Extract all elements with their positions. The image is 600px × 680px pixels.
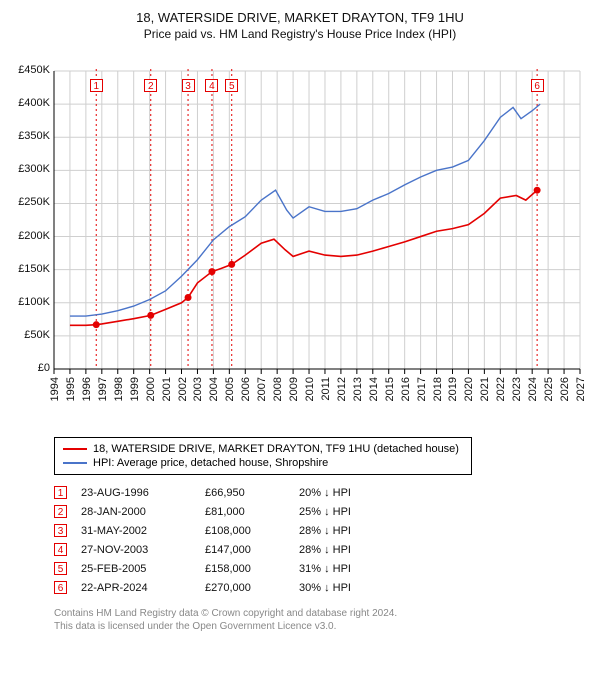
x-tick-label: 2003 [192, 377, 204, 401]
transaction-row: 4 27-NOV-2003 £147,000 28% ↓ HPI [54, 540, 590, 559]
transaction-price: £66,950 [205, 487, 285, 499]
transaction-price: £108,000 [205, 525, 285, 537]
x-tick-label: 2015 [384, 377, 396, 401]
y-tick-label: £0 [10, 362, 50, 374]
x-tick-label: 2000 [145, 377, 157, 401]
x-tick-label: 2012 [336, 377, 348, 401]
transaction-row: 6 22-APR-2024 £270,000 30% ↓ HPI [54, 578, 590, 597]
y-tick-label: £150K [10, 263, 50, 275]
transaction-marker: 5 [54, 562, 67, 575]
transaction-pct: 20% ↓ HPI [299, 487, 389, 499]
legend: 18, WATERSIDE DRIVE, MARKET DRAYTON, TF9… [54, 437, 472, 475]
transaction-price: £147,000 [205, 544, 285, 556]
x-tick-label: 1997 [97, 377, 109, 401]
marker-box: 5 [225, 79, 238, 92]
legend-label: HPI: Average price, detached house, Shro… [93, 457, 328, 469]
marker-box: 1 [90, 79, 103, 92]
x-tick-label: 2011 [320, 377, 332, 401]
x-tick-label: 2021 [479, 377, 491, 401]
x-tick-label: 2008 [272, 377, 284, 401]
transaction-price: £270,000 [205, 582, 285, 594]
y-tick-label: £250K [10, 196, 50, 208]
x-tick-label: 2001 [161, 377, 173, 401]
x-tick-label: 2013 [352, 377, 364, 401]
chart-subtitle: Price paid vs. HM Land Registry's House … [10, 27, 590, 41]
transaction-pct: 28% ↓ HPI [299, 544, 389, 556]
transaction-row: 1 23-AUG-1996 £66,950 20% ↓ HPI [54, 483, 590, 502]
y-tick-label: £450K [10, 64, 50, 76]
x-tick-label: 2020 [463, 377, 475, 401]
x-tick-label: 2004 [208, 377, 220, 401]
x-tick-label: 2006 [240, 377, 252, 401]
transaction-pct: 25% ↓ HPI [299, 506, 389, 518]
x-tick-label: 2027 [575, 377, 587, 401]
footer-attribution: Contains HM Land Registry data © Crown c… [54, 607, 590, 633]
transaction-date: 25-FEB-2005 [81, 563, 191, 575]
x-tick-label: 2022 [495, 377, 507, 401]
x-tick-label: 2007 [256, 377, 268, 401]
transaction-date: 31-MAY-2002 [81, 525, 191, 537]
x-tick-label: 1999 [129, 377, 141, 401]
legend-swatch [63, 448, 87, 450]
x-tick-label: 2005 [224, 377, 236, 401]
y-tick-label: £400K [10, 97, 50, 109]
chart-title: 18, WATERSIDE DRIVE, MARKET DRAYTON, TF9… [10, 10, 590, 25]
footer-line-1: Contains HM Land Registry data © Crown c… [54, 607, 590, 620]
footer-line-2: This data is licensed under the Open Gov… [54, 620, 590, 633]
legend-item: HPI: Average price, detached house, Shro… [63, 456, 463, 470]
price-chart: £0 £50K £100K £150K £200K £250K £300K £350K £400… [10, 47, 590, 427]
transaction-row: 3 31-MAY-2002 £108,000 28% ↓ HPI [54, 521, 590, 540]
y-tick-label: £50K [10, 329, 50, 341]
transaction-date: 27-NOV-2003 [81, 544, 191, 556]
marker-box: 3 [182, 79, 195, 92]
transaction-row: 5 25-FEB-2005 £158,000 31% ↓ HPI [54, 559, 590, 578]
transaction-price: £81,000 [205, 506, 285, 518]
transaction-marker: 2 [54, 505, 67, 518]
x-tick-label: 1998 [113, 377, 125, 401]
legend-item: 18, WATERSIDE DRIVE, MARKET DRAYTON, TF9… [63, 442, 463, 456]
x-tick-label: 2016 [400, 377, 412, 401]
x-tick-label: 2024 [527, 377, 539, 401]
x-tick-label: 2026 [559, 377, 571, 401]
transaction-marker: 6 [54, 581, 67, 594]
transaction-pct: 28% ↓ HPI [299, 525, 389, 537]
x-tick-label: 2010 [304, 377, 316, 401]
x-tick-label: 1994 [49, 377, 61, 401]
transaction-marker: 4 [54, 543, 67, 556]
transaction-marker: 1 [54, 486, 67, 499]
x-tick-label: 2009 [288, 377, 300, 401]
marker-box: 6 [531, 79, 544, 92]
transaction-row: 2 28-JAN-2000 £81,000 25% ↓ HPI [54, 502, 590, 521]
x-tick-label: 1995 [65, 377, 77, 401]
y-tick-label: £350K [10, 130, 50, 142]
x-tick-label: 1996 [81, 377, 93, 401]
x-tick-label: 2025 [543, 377, 555, 401]
y-tick-label: £300K [10, 163, 50, 175]
y-tick-label: £200K [10, 230, 50, 242]
transaction-price: £158,000 [205, 563, 285, 575]
transactions-table: 1 23-AUG-1996 £66,950 20% ↓ HPI 2 28-JAN-2000… [54, 483, 590, 597]
x-tick-label: 2014 [368, 377, 380, 401]
transaction-date: 22-APR-2024 [81, 582, 191, 594]
x-tick-label: 2018 [432, 377, 444, 401]
transaction-marker: 3 [54, 524, 67, 537]
legend-swatch [63, 462, 87, 464]
x-tick-label: 2019 [447, 377, 459, 401]
transaction-pct: 30% ↓ HPI [299, 582, 389, 594]
x-tick-label: 2017 [416, 377, 428, 401]
x-tick-label: 2023 [511, 377, 523, 401]
transaction-pct: 31% ↓ HPI [299, 563, 389, 575]
y-tick-label: £100K [10, 296, 50, 308]
transaction-date: 23-AUG-1996 [81, 487, 191, 499]
legend-label: 18, WATERSIDE DRIVE, MARKET DRAYTON, TF9… [93, 443, 459, 455]
marker-box: 2 [144, 79, 157, 92]
transaction-date: 28-JAN-2000 [81, 506, 191, 518]
marker-box: 4 [205, 79, 218, 92]
x-tick-label: 2002 [177, 377, 189, 401]
